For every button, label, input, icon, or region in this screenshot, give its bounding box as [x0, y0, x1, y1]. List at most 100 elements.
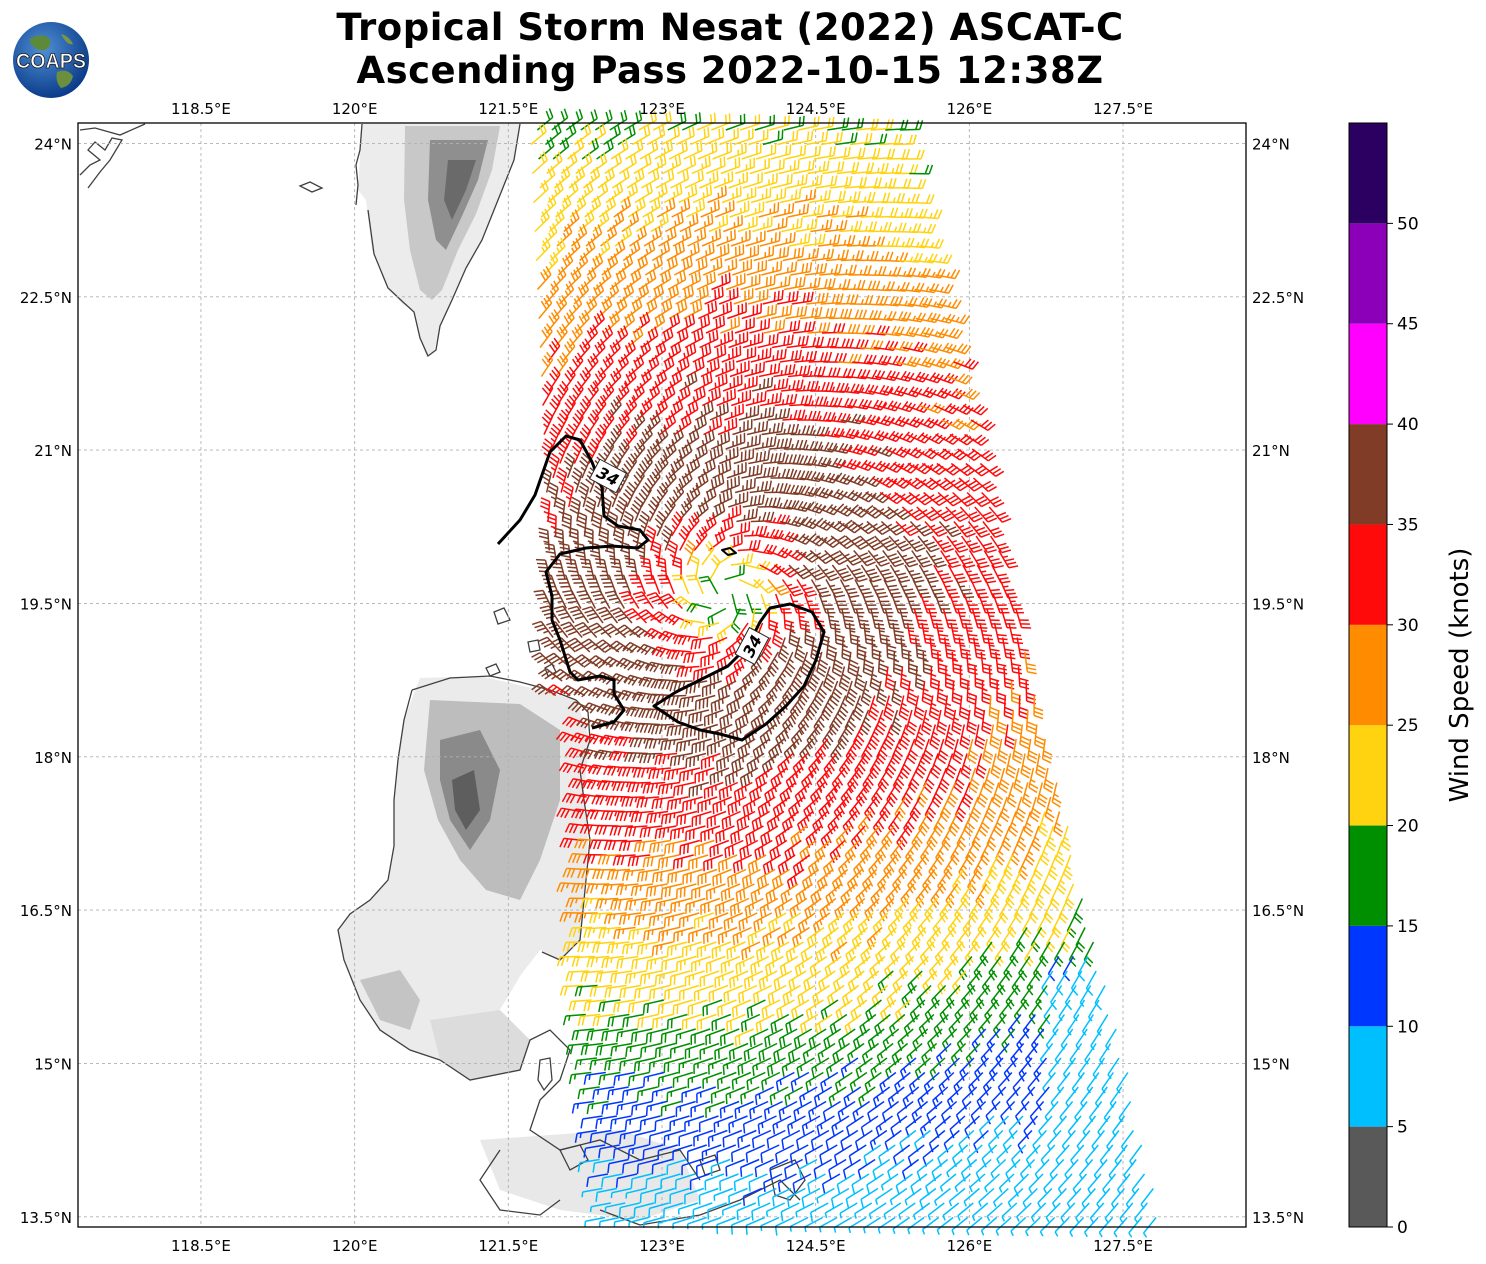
wind-barb [593, 1087, 614, 1100]
lon-label-top: 118.5°E [171, 100, 231, 118]
wind-barb [768, 246, 788, 260]
wind-barb [659, 1073, 679, 1088]
wind-barb [637, 1087, 657, 1101]
wind-barb [1049, 1058, 1061, 1078]
wind-barb [990, 725, 1000, 749]
lat-label-right: 18°N [1252, 749, 1290, 767]
wind-barb [688, 1000, 707, 1016]
wind-barb [1098, 1116, 1110, 1136]
wind-barb [927, 826, 937, 850]
wind-barb [1039, 812, 1048, 837]
wind-barb [673, 1073, 692, 1088]
wind-barb [605, 986, 627, 998]
wind-barb [948, 1087, 963, 1109]
wind-barb [644, 1000, 664, 1014]
wind-barb [792, 131, 813, 145]
wind-barb [542, 410, 552, 435]
wind-barb [938, 739, 948, 764]
wind-barb [683, 797, 703, 812]
wind-barb [994, 1116, 1008, 1139]
wind-barb [1130, 1145, 1142, 1165]
wind-barb [623, 1087, 644, 1101]
wind-barb [539, 528, 550, 550]
wind-barb [688, 1073, 707, 1089]
wind-barb [815, 681, 827, 706]
wind-barb [743, 332, 763, 347]
wind-barb [861, 1189, 878, 1209]
wind-barb [798, 277, 820, 289]
wind-barb [906, 942, 920, 965]
wind-barb [664, 497, 675, 521]
wind-barb [983, 739, 993, 763]
wind-barb [689, 928, 708, 944]
wind-barb [680, 841, 700, 856]
wind-barb [764, 483, 787, 492]
wind-barb [610, 559, 623, 580]
wind-barb [943, 1029, 957, 1052]
wind-barb [591, 339, 605, 362]
wind-barb [541, 352, 552, 376]
wind-barb [1085, 1044, 1096, 1065]
wind-barb [623, 942, 644, 954]
wind-barb [1141, 1189, 1153, 1209]
wind-barb [763, 290, 783, 304]
wind-barb [656, 1044, 676, 1059]
wind-barb [1078, 1058, 1090, 1078]
wind-barb [765, 349, 786, 362]
wind-barb [748, 450, 769, 463]
wind-barb [639, 426, 653, 449]
wind-barb [727, 302, 746, 318]
wind-barb [700, 1116, 719, 1132]
wind-barb [730, 361, 749, 377]
wind-barb [965, 1116, 980, 1138]
wind-barb [617, 1102, 638, 1115]
wind-barb [665, 913, 685, 927]
wind-barb [924, 768, 934, 793]
colorbar-bin [1349, 223, 1387, 323]
wind-barb [749, 318, 769, 333]
wind-barb [1019, 855, 1028, 880]
wind-barb [685, 1044, 704, 1060]
wind-barb [605, 1058, 626, 1071]
wind-barb [580, 559, 594, 579]
wind-barb [769, 276, 789, 290]
wind-barb [721, 157, 740, 173]
wind-barb [991, 884, 1001, 908]
wind-barb [722, 186, 741, 202]
wind-barb [785, 145, 805, 159]
colorbar-tick-label: 45 [1397, 315, 1419, 335]
wind-barb [686, 754, 706, 769]
wind-barb [685, 1116, 704, 1132]
wind-barb [809, 190, 830, 203]
wind-barb [999, 551, 1018, 568]
lat-label-right: 24°N [1252, 135, 1290, 153]
wind-barb [942, 826, 952, 850]
wind-barb [679, 1058, 698, 1073]
wind-barb [680, 768, 700, 782]
wind-barb [1096, 1087, 1108, 1107]
wind-barb [620, 1058, 641, 1071]
wind-barb [668, 1015, 688, 1030]
wind-barb [579, 396, 590, 420]
wind-barb [1120, 1203, 1133, 1223]
lat-label-right: 19.5°N [1252, 595, 1304, 613]
wind-barb [902, 783, 912, 807]
wind-barb [802, 768, 816, 791]
wind-barb [647, 957, 668, 971]
lat-label-right: 15°N [1252, 1055, 1290, 1073]
wind-barb [746, 391, 766, 405]
wind-barb [773, 364, 794, 376]
wind-barb [780, 350, 802, 362]
wind-barb [679, 1131, 698, 1147]
wind-barb [671, 899, 691, 914]
wind-barb [599, 1073, 620, 1086]
wind-barb [677, 667, 699, 678]
wind-barb [623, 1015, 644, 1028]
wind-barb [893, 768, 903, 793]
wind-barb [953, 739, 963, 764]
wind-barb [1053, 913, 1062, 938]
wind-barb [772, 335, 793, 348]
wind-barb [1110, 1087, 1121, 1107]
wind-barb [939, 768, 949, 793]
wind-barb [892, 739, 902, 764]
